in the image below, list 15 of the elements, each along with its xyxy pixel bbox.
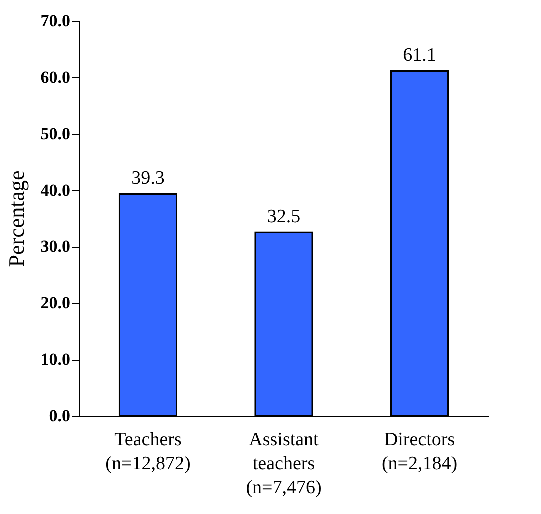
data-label: 32.5 [267,206,301,228]
y-tick-label: 0.0 [49,406,70,426]
y-tick-label: 40.0 [40,180,70,200]
data-label: 39.3 [132,168,165,190]
y-tick-label: 70.0 [40,12,70,30]
y-tick-label: 60.0 [40,68,70,87]
y-axis-title: Percentage [4,170,29,268]
x-tick-label: Directors (n=2,184) [382,430,458,474]
y-tick-label: 10.0 [40,350,70,370]
x-tick-label: Assistant teachers (n=7,476) [246,430,322,498]
x-tick-label: Teachers (n=12,872) [106,430,191,474]
y-tick-label: 50.0 [40,124,70,144]
data-label: 61.1 [403,45,436,66]
y-tick-label: 30.0 [40,237,70,256]
y-tick-label: 20.0 [40,294,70,313]
